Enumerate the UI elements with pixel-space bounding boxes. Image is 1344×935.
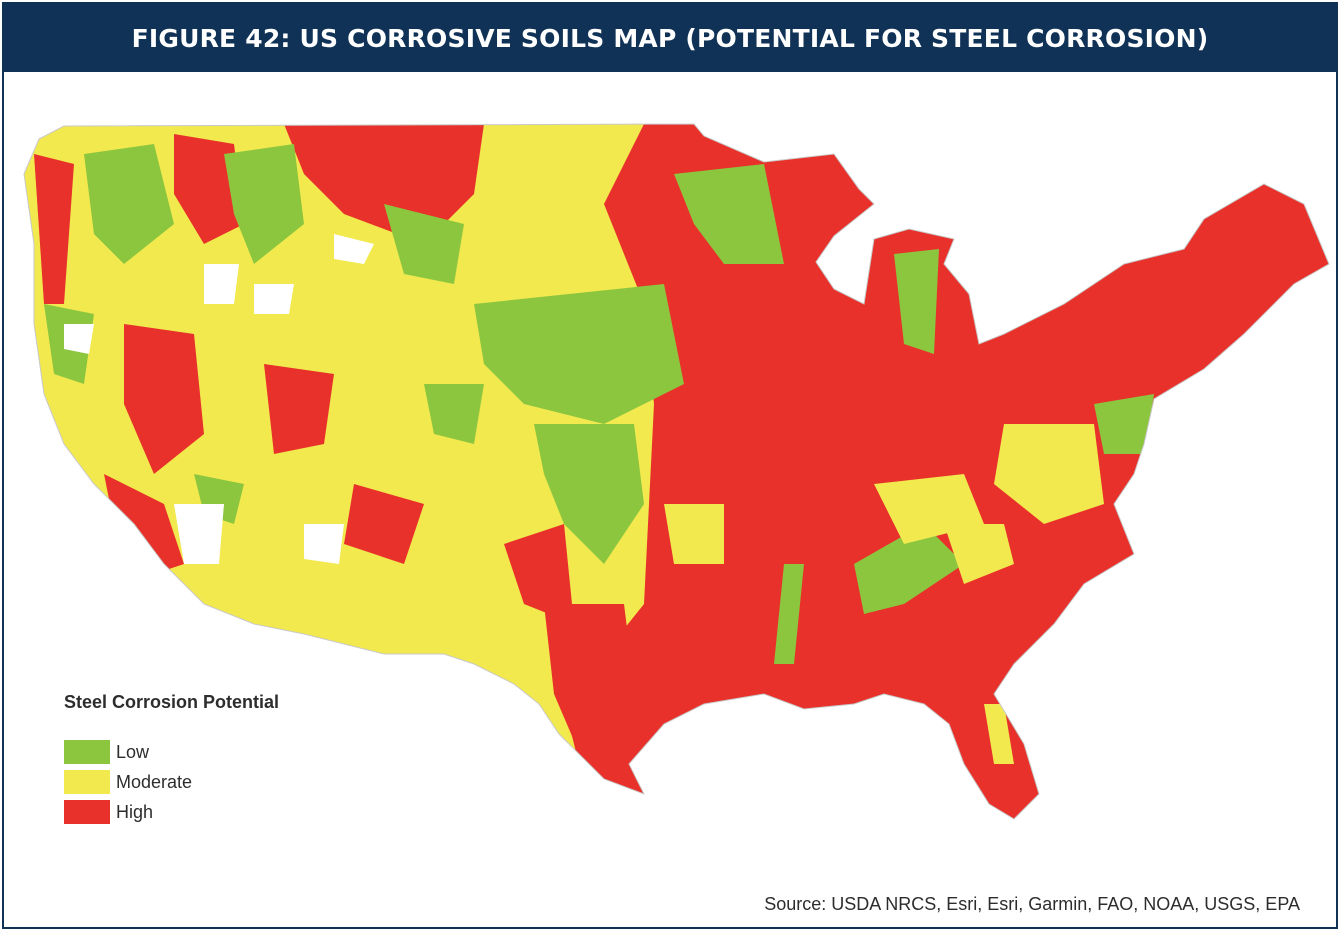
legend-label-high: High (116, 801, 154, 822)
legend-label-low: Low (116, 741, 150, 762)
legend-item-moderate: Moderate (64, 767, 279, 797)
legend-label-moderate: Moderate (116, 771, 193, 792)
us-corrosion-map (23, 123, 1330, 820)
map-legend: Steel Corrosion Potential Low Moderate H… (64, 692, 279, 827)
legend-swatch-low (64, 740, 110, 764)
legend-swatch-moderate (64, 770, 110, 794)
legend-item-low: Low (64, 737, 279, 767)
source-credit: Source: USDA NRCS, Esri, Esri, Garmin, F… (764, 894, 1300, 914)
legend-title: Steel Corrosion Potential (64, 692, 280, 712)
legend-item-high: High (64, 797, 279, 827)
figure-title: FIGURE 42: US CORROSIVE SOILS MAP (POTEN… (4, 4, 1336, 72)
map-area (4, 72, 1336, 927)
legend-swatch-high (64, 800, 110, 824)
